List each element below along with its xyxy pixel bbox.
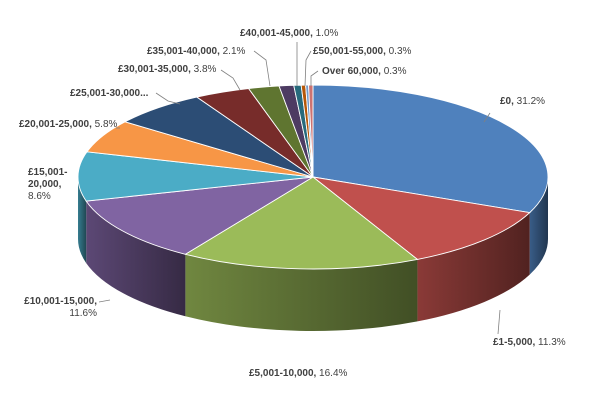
pie-slice-15-001-20-000[interactable] [77, 151, 314, 202]
pie-top-group [77, 84, 549, 270]
leader-line-10-001-15-000 [98, 299, 111, 303]
leader-line-over-60-000 [310, 70, 319, 86]
leader-line-30-001-35-000 [220, 69, 241, 91]
data-label-over-60-000: Over 60,000, 0.3% [322, 66, 407, 77]
data-label-1-5-000: £1-5,000, 11.3% [493, 337, 566, 348]
pie-side-10-001-15-000 [86, 201, 186, 317]
data-label-0: £0, 31.2% [500, 96, 545, 107]
pie-side-group [78, 177, 548, 331]
pie-slice-0[interactable] [312, 84, 549, 214]
data-label-40-001-45-000: £40,001-45,000, 1.0% [240, 28, 339, 39]
leader-line-0 [483, 112, 491, 123]
data-label-25-001-30-000: £25,001-30,000... [70, 88, 149, 99]
leader-line-1-5-000 [497, 309, 501, 335]
data-label-5-001-10-000: £5,001-10,000, 16.4% [249, 368, 348, 379]
data-label-15-001-20-000: £15,001-20,000, 8.6% [28, 167, 67, 202]
pie-slice-5-001-10-000[interactable] [184, 176, 419, 270]
data-label-30-001-35-000: £30,001-35,000, 3.8% [118, 64, 217, 75]
data-labels-group: £0, 31.2% £1-5,000, 11.3% £5,001-10,000, 1… [19, 28, 566, 379]
pie-slice-1-5-000[interactable] [312, 176, 531, 260]
leader-line-50-001-55-000 [304, 50, 312, 87]
data-label-10-001-15-000: £10,001-15,000, 11.6% [24, 296, 97, 319]
leader-line-25-001-30-000 [155, 92, 181, 105]
data-label-20-001-25-000: £20,001-25,000, 5.8% [19, 119, 118, 130]
leader-line-35-001-40-000 [253, 50, 271, 87]
pie-side-1-5-000 [417, 212, 530, 322]
pie-side-5-001-10-000 [185, 254, 418, 331]
data-label-35-001-40-000: £35,001-40,000, 2.1% [147, 46, 246, 57]
pie-side-0 [529, 177, 548, 275]
data-label-50-001-55-000: £50,001-55,000, 0.3% [313, 46, 412, 57]
pie-slice-10-001-15-000[interactable] [85, 176, 314, 255]
